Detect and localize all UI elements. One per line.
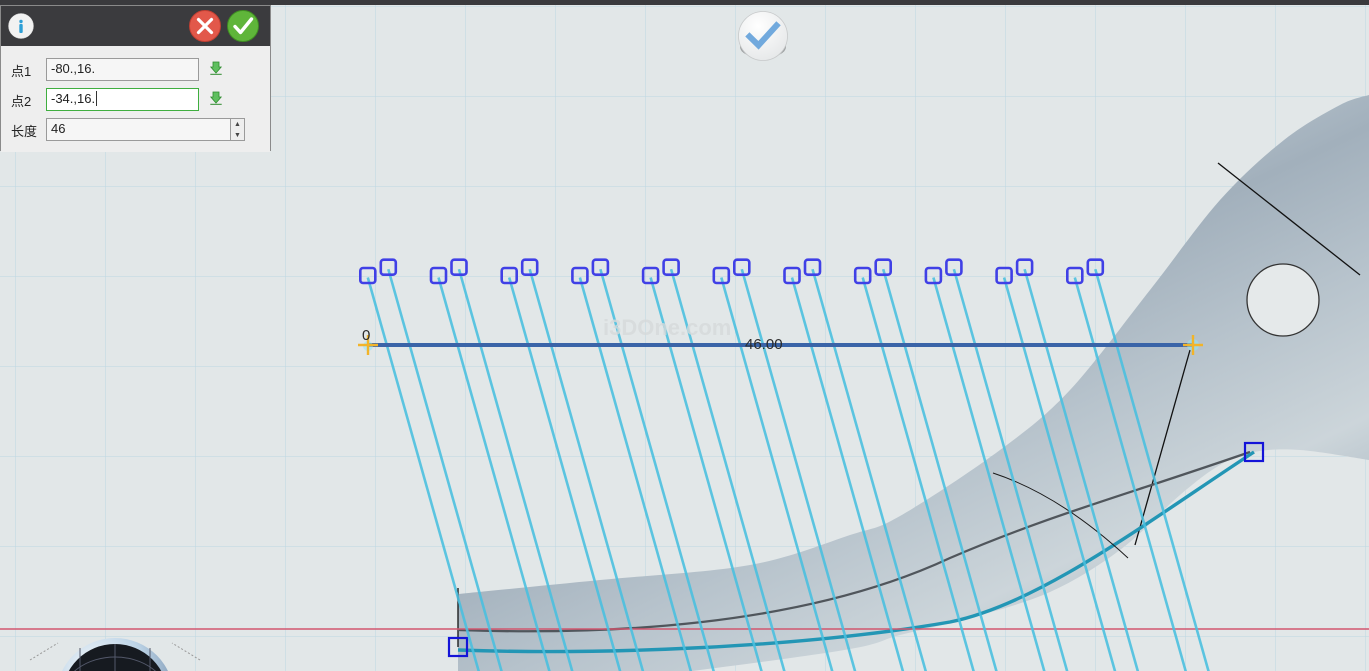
- svg-text:46.00: 46.00: [745, 336, 783, 353]
- svg-text:i3DOne.com: i3DOne.com: [603, 315, 731, 340]
- svg-text:0: 0: [362, 327, 370, 344]
